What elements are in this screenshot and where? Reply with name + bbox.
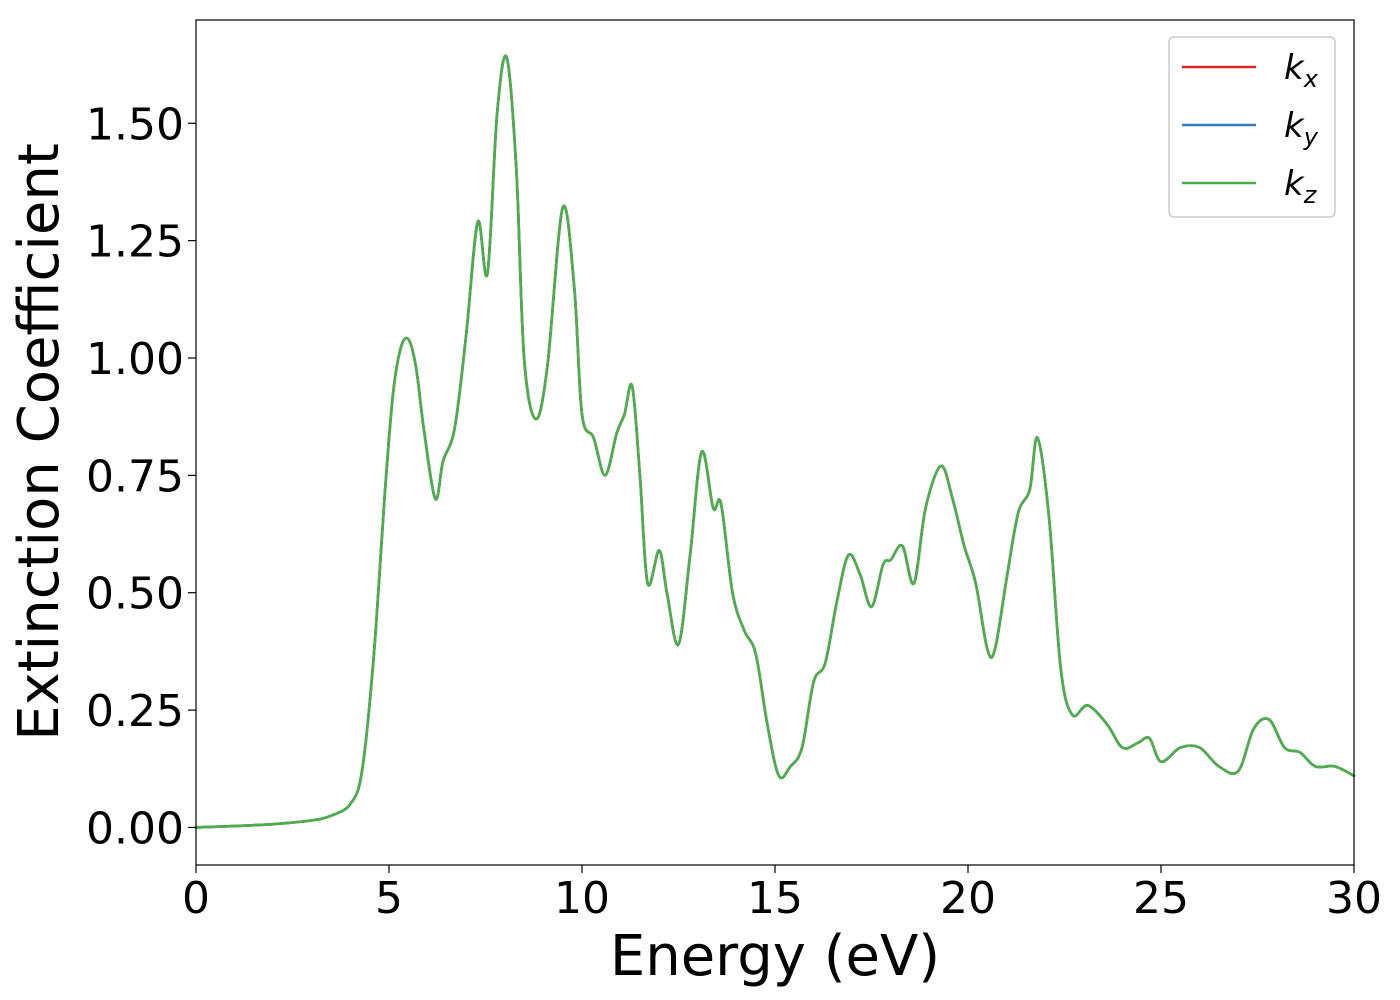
y-tick-label: 1.00 <box>86 334 184 385</box>
legend-label: ky <box>1284 106 1319 151</box>
x-tick-label: 10 <box>554 873 610 924</box>
x-tick-label: 0 <box>182 873 210 924</box>
x-tick-label: 15 <box>747 873 803 924</box>
legend-label: kx <box>1284 48 1319 93</box>
x-axis-title: Energy (eV) <box>610 924 940 989</box>
y-tick-label: 1.25 <box>86 217 184 268</box>
y-tick-label: 1.50 <box>86 99 184 150</box>
series-line-k-z <box>194 54 1356 829</box>
y-tick-label: 0.25 <box>86 686 184 737</box>
x-tick-label: 5 <box>375 873 403 924</box>
x-tick-label: 30 <box>1326 873 1382 924</box>
y-tick-label: 0.00 <box>86 803 184 854</box>
y-axis: 0.00 0.25 0.50 0.75 1.00 1.25 1.50 <box>86 99 196 854</box>
x-axis: 0 5 10 15 20 25 30 <box>182 865 1382 924</box>
y-axis-title: Extinction Coefficient <box>7 143 72 741</box>
y-tick-label: 0.50 <box>86 569 184 620</box>
y-tick-label: 0.75 <box>86 451 184 502</box>
legend: kx ky kz <box>1168 36 1336 218</box>
series-lines <box>194 54 1356 829</box>
x-tick-label: 25 <box>1133 873 1189 924</box>
x-tick-label: 20 <box>940 873 996 924</box>
legend-box <box>1168 36 1336 218</box>
legend-label: kz <box>1284 164 1318 209</box>
